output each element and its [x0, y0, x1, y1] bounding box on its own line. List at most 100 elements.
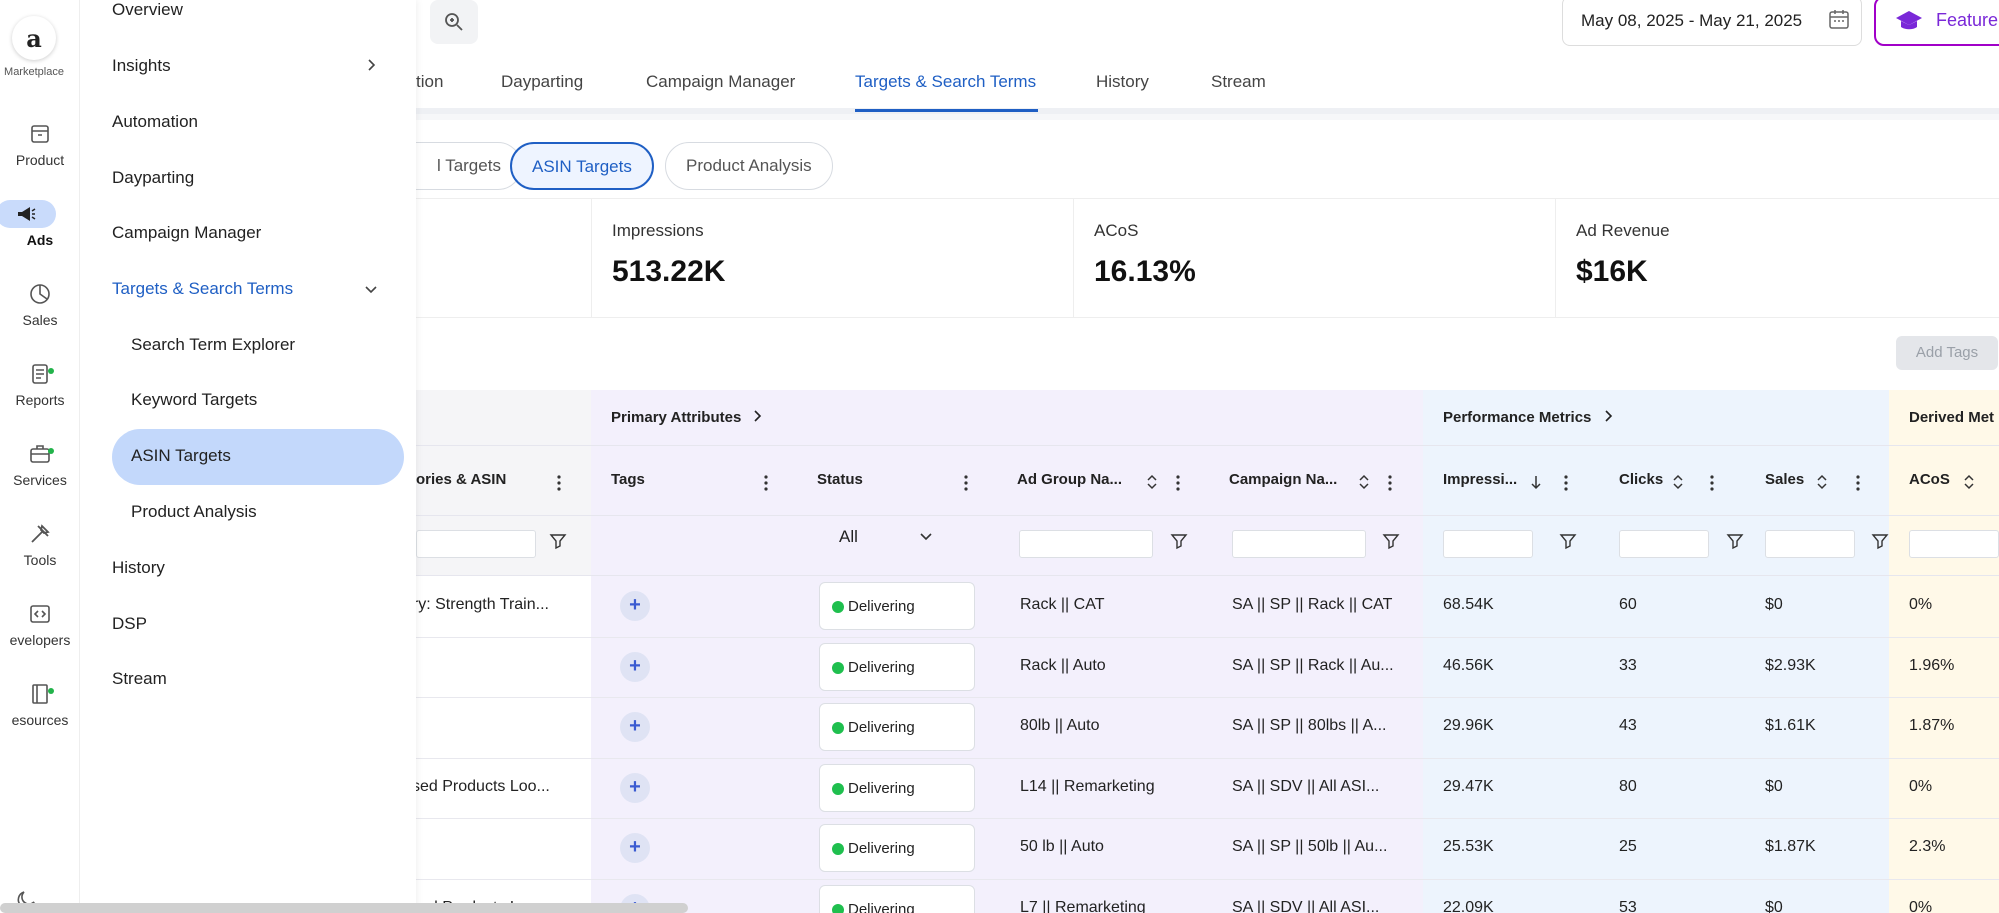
- amazon-logo-icon: a: [12, 16, 56, 60]
- sort-icon[interactable]: [1672, 474, 1684, 490]
- column-menu-icon[interactable]: [1564, 475, 1568, 491]
- rail-item-services[interactable]: Services: [0, 440, 80, 488]
- filter-input-clicks[interactable]: [1619, 530, 1709, 558]
- add-tag-icon[interactable]: +: [620, 772, 650, 803]
- menu-item-overview[interactable]: Overview: [112, 0, 183, 19]
- add-tag-icon[interactable]: +: [620, 712, 650, 742]
- menu-item-asin-targets[interactable]: ASIN Targets: [131, 446, 231, 465]
- cell-campaign: SA || SDV || All ASI...: [1232, 898, 1380, 913]
- header-status[interactable]: Status: [797, 446, 997, 516]
- sort-icon[interactable]: [1358, 474, 1370, 490]
- add-tag-icon[interactable]: +: [620, 833, 650, 863]
- header-impressions[interactable]: Impressi...: [1423, 446, 1599, 516]
- rail-item-developers[interactable]: evelopers: [0, 600, 80, 648]
- rail-item-sales[interactable]: Sales: [0, 280, 80, 328]
- rail-item-resources[interactable]: esources: [0, 680, 80, 728]
- chevron-right-icon: [1605, 410, 1612, 422]
- tab-automation[interactable]: tion: [416, 72, 444, 91]
- status-filter-select[interactable]: All: [839, 527, 933, 547]
- kpi-ad-revenue: Ad Revenue $16K: [1555, 199, 1999, 319]
- filter-icon[interactable]: [1382, 532, 1400, 550]
- rail-item-tools[interactable]: Tools: [0, 520, 80, 568]
- performance-metrics-bg: [1423, 390, 1889, 913]
- status-badge[interactable]: Delivering: [819, 582, 975, 630]
- sort-icon[interactable]: [1816, 474, 1828, 490]
- status-badge[interactable]: Delivering: [819, 703, 975, 751]
- header-tags[interactable]: Tags: [591, 446, 797, 516]
- filter-input-ad-group[interactable]: [1019, 530, 1153, 558]
- row-divider: [416, 878, 1999, 880]
- filter-icon[interactable]: [1871, 532, 1889, 550]
- sort-icon[interactable]: [1963, 474, 1975, 490]
- header-acos[interactable]: ACoS: [1889, 446, 1999, 516]
- tab-targets-search-terms[interactable]: Targets & Search Terms: [855, 72, 1037, 91]
- rail-label: esources: [11, 712, 69, 728]
- cell-impr: 46.56K: [1443, 656, 1494, 674]
- filter-input-sales[interactable]: [1765, 530, 1855, 558]
- menu-item-targets-search-terms[interactable]: Targets & Search Terms: [112, 279, 294, 298]
- group-performance-metrics[interactable]: Performance Metrics: [1423, 390, 1889, 446]
- tab-stream[interactable]: Stream: [1211, 72, 1266, 91]
- menu-item-keyword-targets[interactable]: Keyword Targets: [131, 390, 258, 409]
- column-menu-icon[interactable]: [1388, 475, 1392, 491]
- filter-input-asin[interactable]: [416, 530, 536, 558]
- feature-button[interactable]: Feature: [1874, 0, 1999, 46]
- pill-product-analysis[interactable]: Product Analysis: [665, 142, 833, 190]
- status-badge[interactable]: Delivering: [819, 884, 975, 913]
- column-menu-icon[interactable]: [1856, 475, 1860, 491]
- add-tag-icon[interactable]: +: [620, 651, 650, 682]
- group-primary-attributes[interactable]: Primary Attributes: [591, 390, 1423, 446]
- status-filter-value: All: [839, 527, 858, 546]
- filter-row: [416, 516, 1999, 576]
- horizontal-scrollbar[interactable]: [0, 903, 688, 913]
- marketplace-logo[interactable]: a Marketplace: [0, 16, 68, 78]
- column-menu-icon[interactable]: [1710, 475, 1714, 491]
- filter-input-campaign[interactable]: [1232, 530, 1366, 558]
- add-tag-icon[interactable]: +: [620, 591, 650, 621]
- header-clicks[interactable]: Clicks: [1599, 446, 1745, 516]
- menu-item-insights[interactable]: Insights: [112, 56, 171, 75]
- column-menu-icon[interactable]: [1176, 475, 1180, 491]
- date-range-picker[interactable]: May 08, 2025 - May 21, 2025: [1562, 0, 1862, 46]
- pill-asin-targets[interactable]: ASIN Targets: [510, 142, 654, 190]
- filter-icon[interactable]: [1726, 532, 1744, 550]
- status-badge[interactable]: Delivering: [819, 763, 975, 812]
- column-menu-icon[interactable]: [557, 475, 561, 491]
- menu-item-search-term-explorer[interactable]: Search Term Explorer: [131, 335, 296, 354]
- menu-item-campaign-manager[interactable]: Campaign Manager: [112, 223, 262, 242]
- column-menu-icon[interactable]: [764, 475, 768, 491]
- filter-input-acos[interactable]: [1909, 530, 1999, 558]
- rail-item-reports[interactable]: Reports: [0, 360, 80, 408]
- cell-campaign: SA || SP || Rack || Au...: [1232, 656, 1394, 674]
- menu-item-history[interactable]: History: [112, 558, 165, 577]
- tab-history[interactable]: History: [1096, 72, 1149, 91]
- filter-input-impressions[interactable]: [1443, 530, 1533, 558]
- header-sales[interactable]: Sales: [1745, 446, 1889, 516]
- menu-item-dsp[interactable]: DSP: [112, 614, 147, 633]
- add-tags-button[interactable]: Add Tags: [1896, 336, 1998, 370]
- menu-item-automation[interactable]: Automation: [112, 112, 198, 131]
- filter-icon[interactable]: [1170, 532, 1188, 550]
- group-derived-metrics[interactable]: Derived Met: [1889, 390, 1999, 446]
- rail-item-product[interactable]: Product: [0, 120, 80, 168]
- menu-item-product-analysis[interactable]: Product Analysis: [131, 502, 257, 521]
- status-badge[interactable]: Delivering: [819, 642, 975, 691]
- menu-item-dayparting[interactable]: Dayparting: [112, 168, 195, 187]
- header-campaign-name[interactable]: Campaign Na...: [1209, 446, 1423, 516]
- sort-icon[interactable]: [1146, 474, 1158, 490]
- header-categories-asin[interactable]: ories & ASIN: [416, 446, 591, 516]
- kpi-impressions: Impressions 513.22K: [591, 199, 1073, 319]
- tab-dayparting[interactable]: Dayparting: [501, 72, 584, 91]
- filter-icon[interactable]: [1559, 532, 1577, 550]
- status-badge[interactable]: Delivering: [819, 824, 975, 872]
- menu-item-stream[interactable]: Stream: [112, 669, 167, 688]
- filter-icon[interactable]: [549, 532, 567, 550]
- cell-adgroup: Rack || CAT: [1020, 596, 1105, 613]
- sort-desc-icon[interactable]: [1530, 474, 1542, 490]
- zoom-button[interactable]: [430, 0, 478, 44]
- column-menu-icon[interactable]: [964, 475, 968, 491]
- header-ad-group-name[interactable]: Ad Group Na...: [997, 446, 1209, 516]
- tab-campaign-manager[interactable]: Campaign Manager: [646, 72, 796, 91]
- top-bar: May 08, 2025 - May 21, 2025 Feature: [416, 0, 1999, 50]
- rail-item-ads[interactable]: Ads: [0, 200, 80, 248]
